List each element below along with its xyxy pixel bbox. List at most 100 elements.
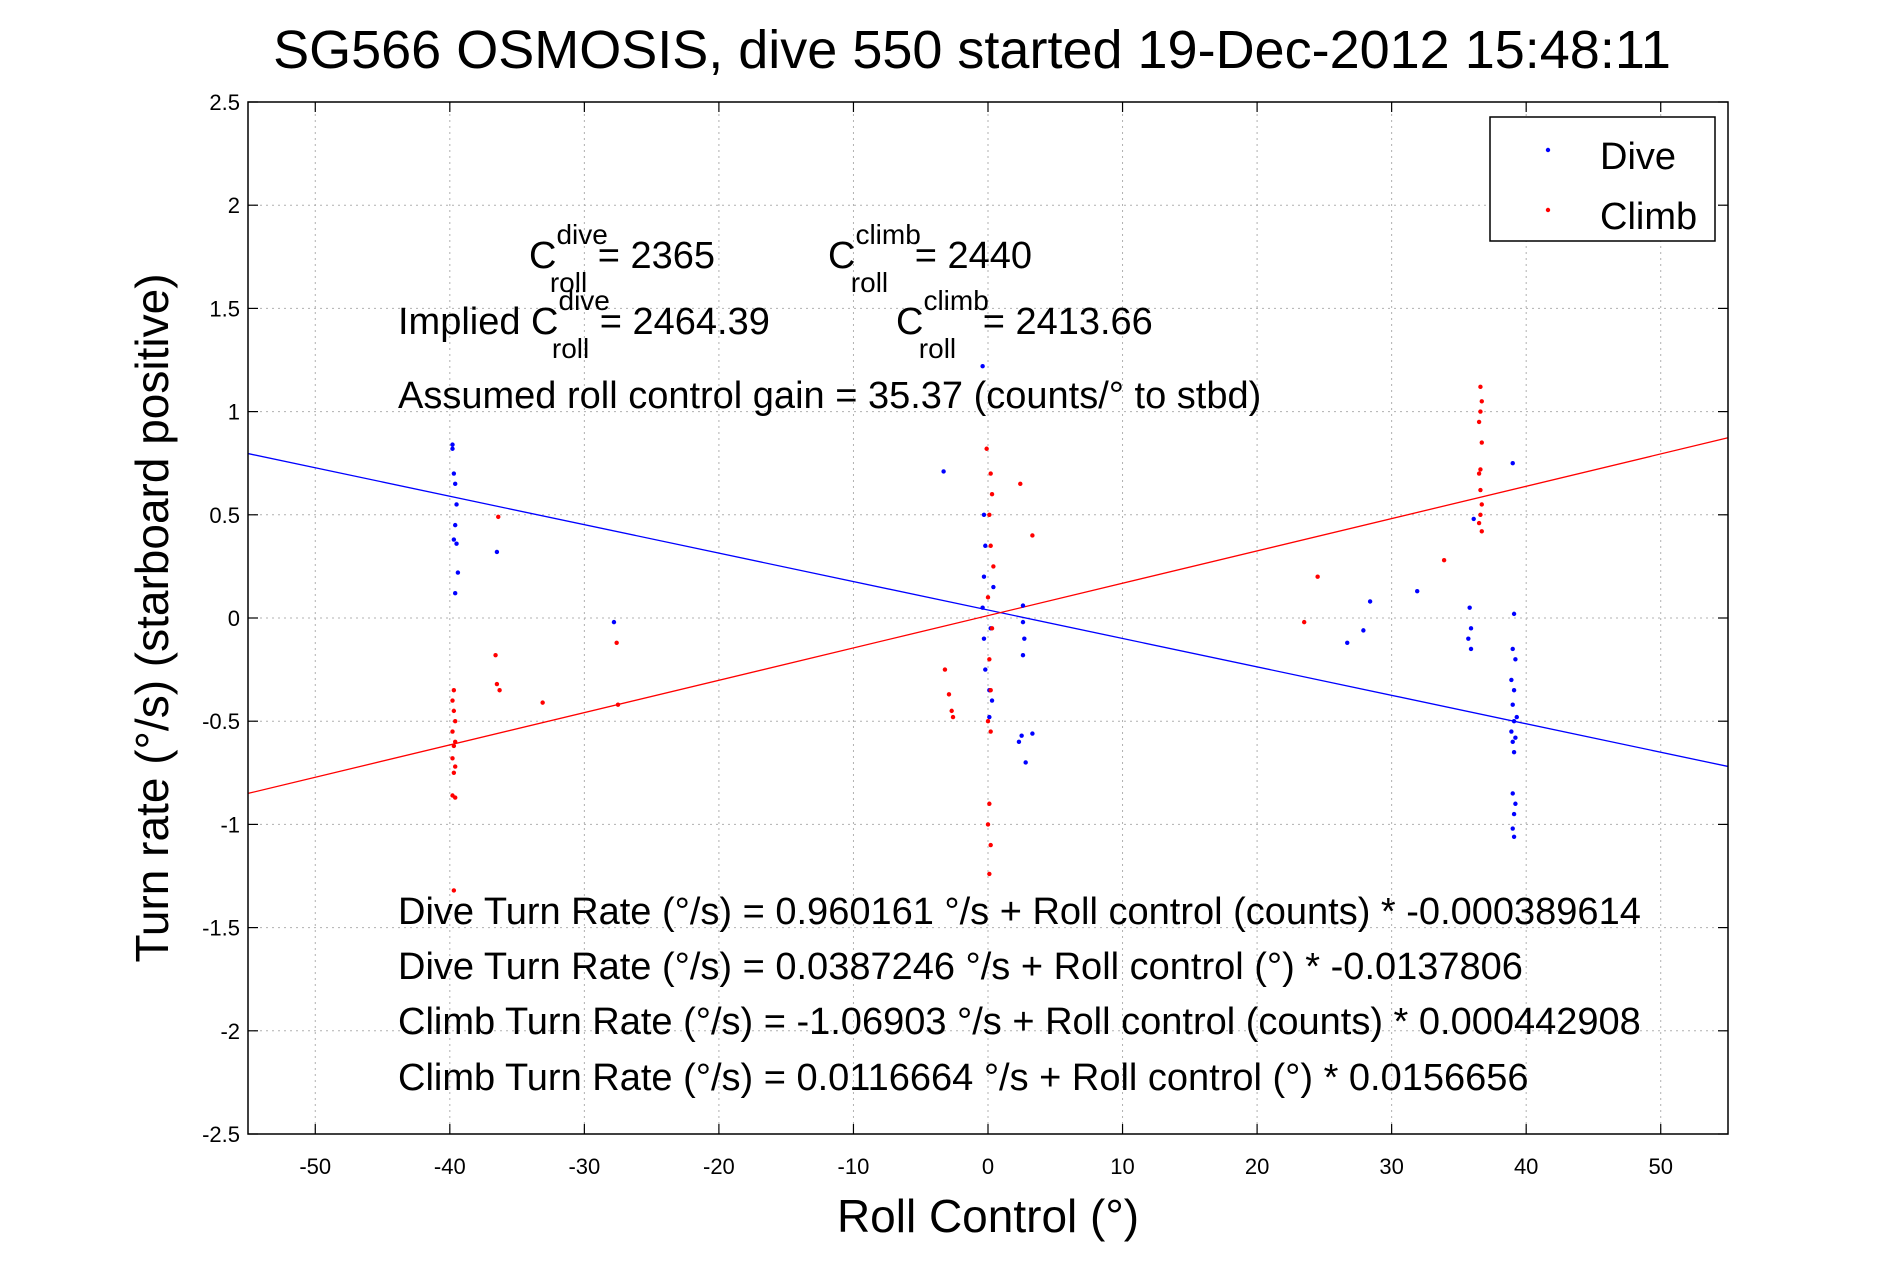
climb-point	[450, 698, 455, 703]
dive-point	[1511, 811, 1517, 817]
climb-point	[615, 702, 621, 707]
x-tick-label: -10	[838, 1154, 870, 1179]
annotations: Cdive roll = 2365 Cclimb roll = 2440 Impli…	[398, 219, 1641, 1099]
climb-point	[1478, 409, 1483, 414]
dive-point	[1019, 733, 1024, 738]
climb-fit-line	[247, 437, 1729, 795]
equation-climb-counts: Climb Turn Rate (°/s) = -1.06903 °/s + R…	[398, 1001, 1641, 1043]
x-tick-label: -40	[434, 1154, 466, 1179]
climb-point	[988, 471, 993, 476]
climb-point	[987, 801, 992, 806]
dive-point	[451, 537, 457, 542]
climb-point	[1478, 384, 1483, 390]
climb-point	[451, 770, 457, 775]
axis-ticks: -50 -40 -30 -20 -10 0 10 20 30 40 50 2.5 2 1.5 1 0.5 0 -0…	[202, 90, 1728, 1179]
climb-point	[987, 871, 992, 877]
x-tick-label: -50	[299, 1154, 331, 1179]
climb-point	[985, 822, 991, 827]
dive-point	[453, 522, 458, 528]
climb-point	[988, 688, 993, 693]
y-tick-label: -1.5	[202, 916, 240, 941]
climb-point	[989, 626, 995, 631]
x-tick-label: 0	[982, 1154, 994, 1179]
dive-point	[1020, 619, 1026, 625]
climb-point	[950, 714, 956, 720]
climb-point	[1301, 619, 1307, 625]
dive-point	[1415, 588, 1420, 594]
legend-dive-marker	[1545, 147, 1551, 153]
dive-point	[1468, 626, 1474, 631]
dive-point	[987, 714, 992, 720]
climb-point	[1479, 440, 1484, 445]
y-tick-label: 1	[228, 400, 240, 425]
dive-point	[1345, 640, 1350, 645]
climb-point	[1478, 487, 1483, 493]
x-tick-label: 20	[1245, 1154, 1269, 1179]
climb-point	[451, 888, 457, 893]
dive-point	[1020, 652, 1026, 658]
legend-box	[1489, 116, 1716, 242]
dive-point	[1511, 611, 1517, 617]
dive-point	[1510, 791, 1515, 796]
dive-point	[1361, 628, 1366, 633]
climb-point	[1476, 520, 1482, 526]
legend: Dive Climb	[1489, 116, 1716, 242]
climb-point	[985, 595, 991, 600]
climb-point	[451, 743, 457, 749]
dive-point	[1510, 461, 1515, 466]
dive-point	[1511, 834, 1517, 839]
y-tick-label: 0	[228, 606, 240, 631]
dive-point	[1510, 739, 1515, 745]
climb-point	[493, 652, 498, 658]
climb-point	[987, 512, 992, 517]
climb-point	[453, 764, 458, 769]
dive-point	[981, 574, 987, 579]
climb-point	[1018, 481, 1023, 487]
dive-point	[1510, 646, 1515, 652]
dive-point	[450, 442, 455, 447]
climb-point	[614, 640, 619, 645]
climb-point	[496, 514, 501, 520]
x-tick-label: 50	[1648, 1154, 1672, 1179]
dive-point	[980, 605, 985, 610]
dive-point	[450, 446, 455, 451]
climb-point	[1478, 467, 1483, 472]
climb-point	[942, 667, 948, 672]
climb-point	[540, 700, 545, 705]
dive-point	[1510, 826, 1515, 831]
y-tick-label: -2.5	[202, 1122, 240, 1147]
climb-point	[497, 688, 502, 693]
climb-point	[450, 756, 455, 761]
y-tick-label: 1.5	[209, 296, 240, 321]
dive-point	[941, 469, 946, 474]
climb-point	[494, 681, 500, 687]
dive-point	[980, 363, 985, 369]
dive-point	[451, 471, 457, 476]
climb-point	[987, 657, 992, 662]
climb-point	[1479, 529, 1484, 534]
c-roll-dive: Cdive roll = 2365	[529, 219, 715, 298]
climb-point	[991, 564, 996, 569]
climb-point	[1441, 558, 1447, 563]
climb-point	[988, 543, 993, 548]
y-tick-label: -0.5	[202, 709, 240, 734]
dive-point	[1023, 760, 1028, 765]
dive-point	[1022, 636, 1027, 641]
legend-climb-marker	[1545, 207, 1551, 213]
legend-climb-label: Climb	[1600, 196, 1697, 238]
dive-point	[454, 541, 459, 546]
y-tick-label: 2	[228, 193, 240, 218]
y-axis-label: Turn rate (°/s) (starboard positive)	[126, 273, 178, 962]
dive-point	[989, 698, 995, 703]
climb-point	[450, 729, 455, 734]
dive-fit-line	[247, 452, 1729, 768]
y-tick-label: 0.5	[209, 503, 240, 528]
chart-title: SG566 OSMOSIS, dive 550 started 19-Dec-2…	[273, 20, 1671, 80]
climb-point	[451, 708, 457, 714]
climb-point	[451, 688, 457, 693]
y-tick-label: -2	[220, 1019, 240, 1044]
dive-point	[1509, 677, 1514, 683]
plot-area: -50 -40 -30 -20 -10 0 10 20 30 40 50 2.5 2 1.5 1 0.5 0 -0…	[202, 90, 1729, 1179]
x-axis-label: Roll Control (°)	[837, 1190, 1139, 1242]
climb-point	[1479, 399, 1484, 404]
